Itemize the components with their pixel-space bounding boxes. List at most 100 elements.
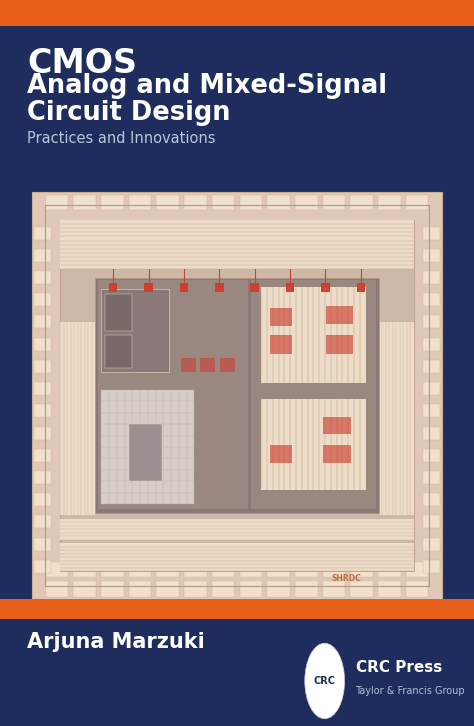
Bar [105, 293, 132, 330]
Bar [423, 560, 440, 573]
Bar [423, 515, 440, 529]
Bar [129, 561, 151, 577]
Bar [406, 582, 428, 597]
Bar [73, 561, 96, 577]
Bar [261, 287, 366, 383]
Bar [184, 195, 207, 210]
Bar [423, 338, 440, 351]
Bar [34, 227, 51, 240]
Bar [34, 338, 51, 351]
Bar [423, 449, 440, 462]
Bar [0, 599, 474, 619]
Bar [34, 493, 51, 506]
Bar [144, 283, 153, 292]
Bar [34, 471, 51, 484]
Bar [423, 493, 440, 506]
Bar [323, 445, 351, 463]
Bar [423, 360, 440, 373]
Bar [423, 538, 440, 551]
Bar [326, 335, 353, 354]
Bar [423, 427, 440, 439]
Bar [101, 561, 124, 577]
Bar [101, 195, 124, 210]
Bar [129, 582, 151, 597]
Bar [156, 582, 179, 597]
Bar [73, 582, 96, 597]
Bar [212, 561, 235, 577]
Bar [101, 290, 169, 372]
Bar [323, 582, 345, 597]
Bar [60, 518, 414, 539]
Bar [34, 427, 51, 439]
Bar [379, 322, 414, 515]
Bar [423, 249, 440, 262]
Text: Analog and Mixed-Signal: Analog and Mixed-Signal [27, 73, 387, 99]
Bar [60, 220, 414, 571]
Bar [95, 278, 379, 513]
Bar [34, 515, 51, 529]
Bar [323, 195, 345, 210]
Bar [423, 293, 440, 306]
Bar [326, 306, 353, 324]
Bar [250, 283, 259, 292]
Bar [286, 283, 294, 292]
Bar [46, 205, 428, 586]
Bar [350, 195, 373, 210]
Bar [34, 293, 51, 306]
Bar [34, 449, 51, 462]
Bar [201, 358, 215, 372]
Bar [34, 382, 51, 395]
Bar [60, 220, 414, 269]
Bar [356, 283, 365, 292]
Text: SHRDC: SHRDC [331, 574, 361, 583]
Bar [251, 280, 376, 509]
Bar [267, 582, 290, 597]
Bar [34, 560, 51, 573]
Bar [270, 445, 292, 463]
Bar [267, 195, 290, 210]
Bar [212, 195, 235, 210]
Bar [156, 561, 179, 577]
Text: Practices and Innovations: Practices and Innovations [27, 131, 216, 146]
Bar [423, 227, 440, 240]
Bar [423, 404, 440, 417]
Bar [46, 195, 68, 210]
Bar [239, 195, 262, 210]
Bar [295, 561, 318, 577]
Bar [105, 335, 132, 367]
Bar [406, 561, 428, 577]
Bar [46, 582, 68, 597]
Bar [34, 538, 51, 551]
Bar [46, 561, 68, 577]
Bar [270, 335, 292, 354]
Bar [295, 582, 318, 597]
Text: CRC Press: CRC Press [356, 661, 442, 675]
Bar [378, 582, 401, 597]
Bar [98, 280, 248, 509]
Bar [378, 195, 401, 210]
Bar [73, 195, 96, 210]
Bar [423, 271, 440, 284]
Bar [239, 582, 262, 597]
Text: CMOS: CMOS [27, 47, 137, 80]
Text: Taylor & Francis Group: Taylor & Francis Group [356, 686, 465, 696]
Bar [215, 283, 224, 292]
Bar [60, 322, 95, 515]
Bar [156, 195, 179, 210]
Bar [350, 561, 373, 577]
Bar [34, 315, 51, 328]
Text: Circuit Design: Circuit Design [27, 100, 231, 126]
Ellipse shape [305, 643, 345, 719]
Bar [270, 309, 292, 325]
Bar [323, 561, 345, 577]
Bar [423, 315, 440, 328]
Bar [220, 358, 235, 372]
Bar [34, 404, 51, 417]
Bar [129, 424, 162, 481]
Bar [423, 471, 440, 484]
Bar [323, 417, 351, 433]
Bar [180, 283, 188, 292]
Text: Arjuna Marzuki: Arjuna Marzuki [27, 632, 205, 653]
Bar [34, 360, 51, 373]
Bar [184, 561, 207, 577]
